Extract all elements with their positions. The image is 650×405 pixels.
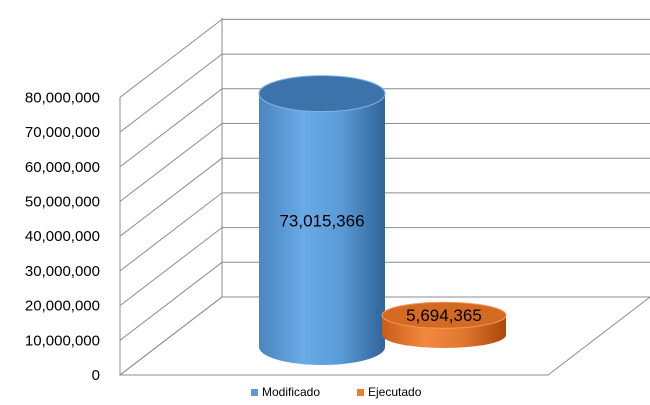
legend-label: Ejecutado bbox=[368, 385, 422, 399]
y-tick-label: 20,000,000 bbox=[25, 298, 100, 315]
legend-item-ejecutado: Ejecutado bbox=[357, 385, 422, 399]
bar-modificado bbox=[258, 75, 386, 365]
data-label-modificado: 73,015,366 bbox=[279, 211, 364, 230]
bar-ejecutado bbox=[381, 301, 507, 348]
chart-legend: Modificado Ejecutado bbox=[251, 385, 422, 399]
bar-body bbox=[259, 93, 385, 365]
y-axis-tick-labels: 0 10,000,000 20,000,000 30,000,000 40,000,00… bbox=[25, 89, 100, 384]
y-tick-label: 40,000,000 bbox=[25, 228, 100, 245]
bar-top-cap bbox=[258, 75, 386, 113]
chart-bars bbox=[258, 75, 507, 365]
side-gridline bbox=[119, 123, 223, 202]
side-gridline bbox=[119, 19, 223, 98]
y-tick-label: 70,000,000 bbox=[25, 124, 100, 141]
legend-item-modificado: Modificado bbox=[251, 385, 320, 399]
y-tick-label: 50,000,000 bbox=[25, 194, 100, 211]
data-labels: 73,015,366 5,694,365 bbox=[279, 211, 481, 325]
y-tick-label: 30,000,000 bbox=[25, 263, 100, 280]
side-gridline bbox=[119, 157, 223, 237]
legend-swatch bbox=[251, 389, 258, 396]
legend-label: Modificado bbox=[262, 385, 320, 399]
side-gridline bbox=[119, 227, 223, 306]
bar-top-cap bbox=[381, 301, 507, 329]
side-gridline bbox=[119, 53, 223, 133]
y-tick-label: 80,000,000 bbox=[25, 89, 100, 106]
side-gridline bbox=[119, 296, 223, 376]
y-tick-label: 60,000,000 bbox=[25, 159, 100, 176]
side-gridline bbox=[119, 192, 223, 272]
side-gridline bbox=[119, 88, 223, 168]
legend-swatch bbox=[357, 389, 364, 396]
side-gridline bbox=[119, 261, 223, 341]
data-label-ejecutado: 5,694,365 bbox=[406, 306, 482, 325]
y-tick-label: 10,000,000 bbox=[25, 332, 100, 349]
y-tick-label: 0 bbox=[92, 367, 100, 384]
